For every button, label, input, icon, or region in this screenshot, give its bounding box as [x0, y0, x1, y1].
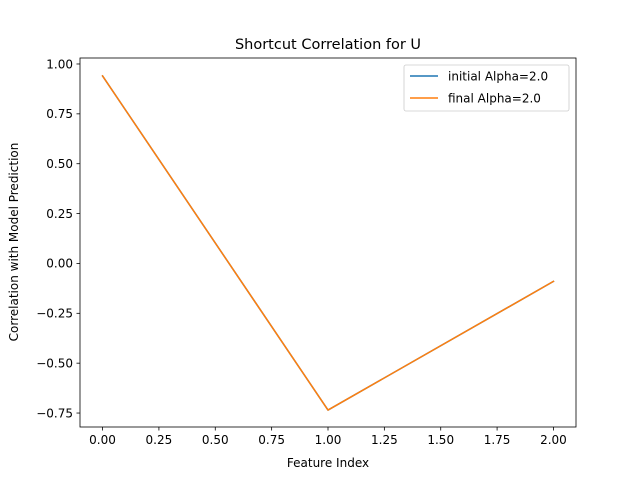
x-tick-label: 0.00 [89, 433, 116, 447]
y-tick-label: 0.00 [46, 257, 73, 271]
legend-box [403, 64, 570, 112]
y-axis-label: Correlation with Model Prediction [7, 143, 21, 342]
y-tick-label: −0.75 [36, 406, 73, 420]
series-line-1 [101, 74, 555, 411]
x-tick-label: 0.50 [202, 433, 229, 447]
series-line-0 [101, 74, 555, 411]
x-tick-label: 2.00 [540, 433, 567, 447]
plot-frame [79, 57, 577, 428]
x-axis-label: Feature Index [287, 456, 369, 470]
x-tick-label: 1.75 [484, 433, 511, 447]
legend: initial Alpha=2.0 final Alpha=2.0 [403, 64, 570, 112]
legend-label-0: initial Alpha=2.0 [448, 69, 548, 83]
legend-label-1: final Alpha=2.0 [448, 91, 541, 105]
y-tick-label: 1.00 [46, 57, 73, 71]
x-tick-label: 1.50 [427, 433, 454, 447]
x-tick-label: 1.00 [315, 433, 342, 447]
chart-title: Shortcut Correlation for U [235, 37, 421, 53]
x-tick-label: 0.25 [146, 433, 173, 447]
y-tick-label: 0.50 [46, 157, 73, 171]
series-layer [101, 74, 555, 411]
x-axis: 0.00 0.25 0.50 0.75 1.00 1.25 1.50 1.75 2.00 [89, 427, 567, 447]
x-tick-label: 0.75 [258, 433, 285, 447]
y-axis: 1.00 0.75 0.50 0.25 0.00 −0.25 −0.50 −0.75 [36, 57, 80, 420]
x-tick-label: 1.25 [371, 433, 398, 447]
y-tick-label: −0.50 [36, 356, 73, 370]
y-tick-label: 0.75 [46, 107, 73, 121]
y-tick-label: −0.25 [36, 307, 73, 321]
y-tick-label: 0.25 [46, 207, 73, 221]
